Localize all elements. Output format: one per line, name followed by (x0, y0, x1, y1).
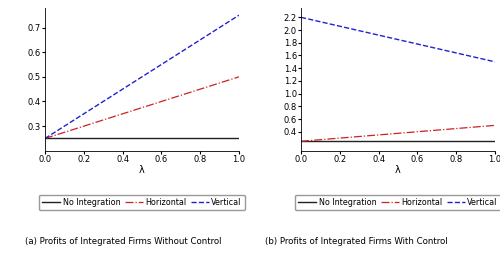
Legend: No Integration, Horizontal, Vertical: No Integration, Horizontal, Vertical (295, 195, 500, 210)
Legend: No Integration, Horizontal, Vertical: No Integration, Horizontal, Vertical (39, 195, 245, 210)
X-axis label: λ: λ (139, 165, 145, 175)
Text: (a) Profits of Integrated Firms Without Control: (a) Profits of Integrated Firms Without … (25, 237, 222, 246)
Text: (b) Profits of Integrated Firms With Control: (b) Profits of Integrated Firms With Con… (265, 237, 448, 246)
X-axis label: λ: λ (395, 165, 401, 175)
